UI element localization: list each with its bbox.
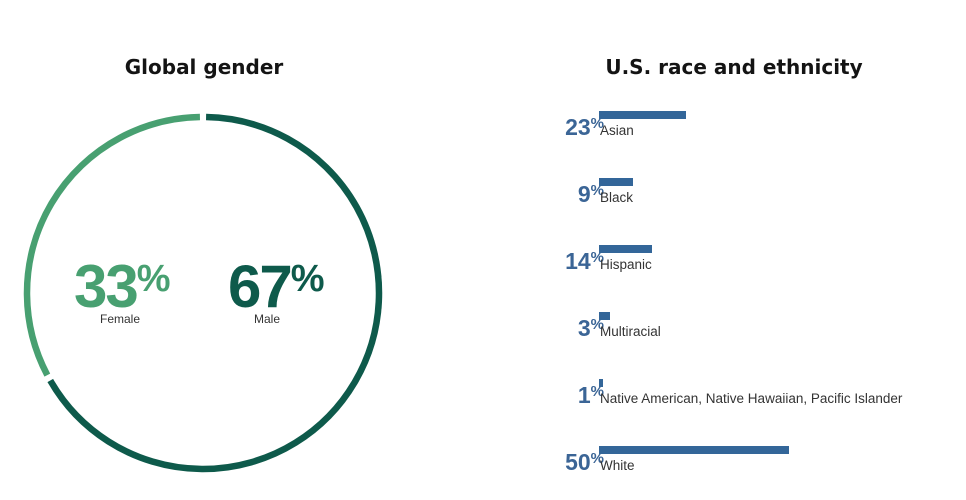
male-arc <box>47 113 383 473</box>
race-percent: 1% <box>577 382 604 408</box>
race-bar <box>599 312 611 320</box>
race-row: 9% Black <box>520 178 960 214</box>
race-label: Black <box>600 190 634 205</box>
race-bar <box>599 446 789 454</box>
race-label: Asian <box>600 123 634 138</box>
race-label: Hispanic <box>600 257 652 272</box>
race-bar <box>599 111 687 119</box>
race-row: 50% White <box>520 446 960 482</box>
race-label: Multiracial <box>600 324 661 339</box>
gender-chart-title: Global gender <box>124 55 284 79</box>
race-percent: 9% <box>577 181 604 207</box>
race-row: 23% Asian <box>520 111 960 147</box>
female-label: Female <box>100 312 141 326</box>
race-chart-title: U.S. race and ethnicity <box>605 55 863 79</box>
race-bar <box>599 379 603 387</box>
race-bar <box>599 245 653 253</box>
race-label: Native American, Native Hawaiian, Pacifi… <box>600 391 903 406</box>
male-percent: 67% <box>228 253 325 320</box>
race-row: 3% Multiracial <box>520 312 960 348</box>
race-label: White <box>600 458 635 473</box>
gender-donut-chart <box>23 113 383 473</box>
race-percent: 23% <box>565 114 604 140</box>
race-row: 1% Native American, Native Hawaiian, Paci… <box>520 379 960 415</box>
race-percent: 3% <box>577 315 604 341</box>
male-label: Male <box>254 312 281 326</box>
race-bar <box>599 178 634 186</box>
race-percent: 50% <box>565 449 604 475</box>
female-arc <box>23 113 200 377</box>
race-percent: 14% <box>565 248 604 274</box>
female-percent: 33% <box>74 253 171 320</box>
race-row: 14% Hispanic <box>520 245 960 281</box>
